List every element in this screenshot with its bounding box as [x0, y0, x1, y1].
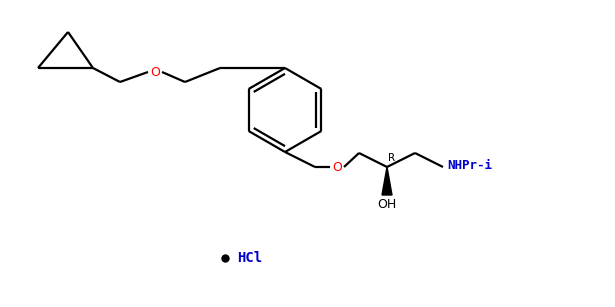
- Text: NHPr-i: NHPr-i: [447, 158, 492, 172]
- Text: OH: OH: [378, 199, 397, 212]
- Text: O: O: [332, 161, 342, 173]
- Text: HCl: HCl: [237, 251, 262, 265]
- Text: R: R: [389, 153, 395, 163]
- Text: O: O: [150, 65, 160, 79]
- Polygon shape: [382, 167, 392, 195]
